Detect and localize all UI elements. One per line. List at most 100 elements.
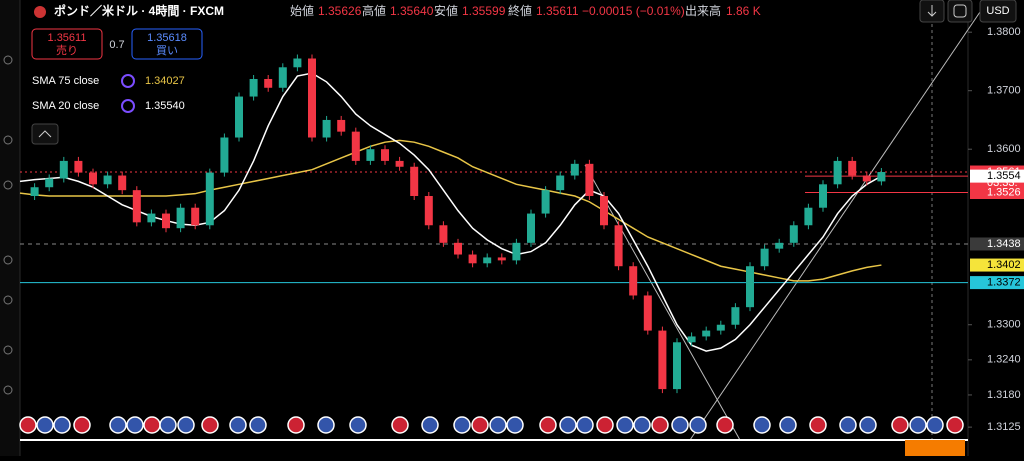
buy-button[interactable] [131,28,203,60]
value: 1.35626 [318,4,362,18]
candle [235,96,243,138]
indicator-icon[interactable] [121,74,135,88]
flag [53,416,71,434]
candle [308,58,316,138]
symbol-icon [34,6,46,18]
candle [395,160,404,167]
spread: 0.7 [109,39,124,51]
flag [489,416,507,434]
price-label: 1.3554 [987,170,1021,182]
flag [909,416,927,434]
candle [351,131,360,161]
label: 高値 [362,3,386,18]
flag [633,416,651,434]
price-label-bg [970,169,1024,183]
candle [132,190,141,223]
label: 終値 [508,3,532,18]
candle [322,119,331,138]
indicator-name[interactable]: SMA 20 close [32,100,99,112]
candle [337,119,346,132]
flag [177,416,195,434]
sell-button[interactable] [31,28,103,60]
candle [176,207,185,229]
currency-button[interactable] [979,0,1017,23]
symbol: ポンド／米ドル · 4時間 · FXCM [54,3,224,18]
candle [527,213,535,243]
sell-label[interactable]: 売り [56,44,78,57]
flag [421,416,439,434]
buy-label[interactable]: 買い [156,44,178,57]
flag [671,416,689,434]
flag [109,416,127,434]
fullscreen-button[interactable] [947,0,973,23]
value: 1.35611 [536,4,579,18]
flag [229,416,247,434]
currency[interactable]: USD [986,5,1009,17]
candle [570,163,579,176]
status-block [905,440,965,456]
candle [74,160,83,173]
candle [454,242,462,255]
indicator-value: 1.34027 [145,75,185,87]
indicator-icon[interactable] [121,99,135,113]
y-tick-label: 1.3300 [987,319,1021,331]
flag [839,416,857,434]
candle [775,242,784,249]
candle [819,184,827,208]
candle [468,254,477,264]
candle [264,78,273,88]
collapse-icon [38,130,52,138]
candle [381,149,389,161]
y-tick-label: 1.3125 [987,421,1021,433]
flag [616,416,634,434]
change: −0.00015 (−0.01%) [582,4,685,18]
flag [809,416,827,434]
candle [541,190,550,214]
flag [287,416,305,434]
flag [576,416,594,434]
value: 1.35599 [462,4,506,18]
candle [629,266,638,296]
toolbar-icons [3,55,13,395]
icon [927,5,937,17]
candle [658,330,667,390]
sma-75-line [19,139,882,282]
flag [859,416,877,434]
flag [317,416,335,434]
event-flags [19,416,964,434]
candle [147,213,156,223]
candle [103,175,112,185]
flag [506,416,524,434]
candle [89,172,97,185]
candle [760,248,769,267]
candle [746,266,754,308]
candle [687,336,696,343]
sell-price[interactable]: 1.35611 [48,32,87,44]
buy-price[interactable]: 1.35618 [147,32,187,44]
indicator-name[interactable]: SMA 75 close [32,75,99,87]
candle [483,257,492,264]
y-tick-label: 1.3800 [987,26,1021,38]
candle [249,78,258,97]
flag [539,416,557,434]
price-label: 1.3402 [987,259,1021,271]
candle [512,242,521,261]
collapse-button[interactable] [31,123,59,145]
trend-line [584,164,741,441]
y-tick-label: 1.3700 [987,85,1021,97]
candle [45,178,54,188]
candle [643,295,652,331]
candle [366,149,375,161]
candle [848,160,857,176]
flag [159,416,177,434]
price-label: 1.3438 [987,238,1021,250]
candle [731,307,740,325]
candle [600,196,608,226]
flag [143,416,161,434]
price-label: 1.3372 [987,277,1021,289]
candle [278,67,287,88]
price-label-bg [970,276,1024,290]
flag [471,416,489,434]
